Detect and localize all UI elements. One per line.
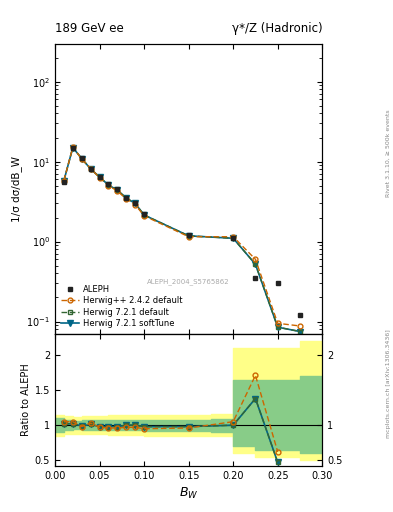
Text: 189 GeV ee: 189 GeV ee	[55, 22, 124, 35]
Y-axis label: 1/σ dσ/dB_W: 1/σ dσ/dB_W	[11, 156, 22, 222]
Text: Rivet 3.1.10, ≥ 500k events: Rivet 3.1.10, ≥ 500k events	[386, 110, 391, 198]
Text: γ*/Z (Hadronic): γ*/Z (Hadronic)	[231, 22, 322, 35]
Y-axis label: Ratio to ALEPH: Ratio to ALEPH	[20, 364, 31, 436]
Text: ALEPH_2004_S5765862: ALEPH_2004_S5765862	[147, 279, 230, 285]
Text: mcplots.cern.ch [arXiv:1306.3436]: mcplots.cern.ch [arXiv:1306.3436]	[386, 330, 391, 438]
Legend: ALEPH, Herwig++ 2.4.2 default, Herwig 7.2.1 default, Herwig 7.2.1 softTune: ALEPH, Herwig++ 2.4.2 default, Herwig 7.…	[59, 283, 185, 330]
X-axis label: $B_W$: $B_W$	[179, 486, 198, 501]
